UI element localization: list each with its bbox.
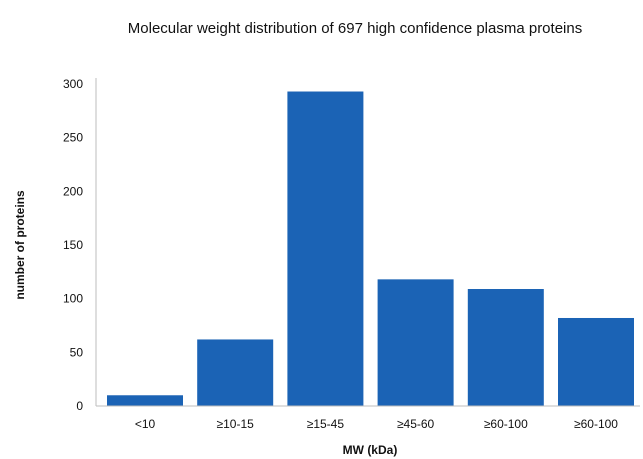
x-tick-label: ≥60-100 bbox=[574, 417, 618, 431]
bar bbox=[287, 91, 364, 406]
bar bbox=[197, 339, 274, 406]
y-tick-label: 0 bbox=[76, 399, 83, 413]
chart-title: Molecular weight distribution of 697 hig… bbox=[128, 20, 582, 37]
y-axis-label: number of proteins bbox=[13, 190, 27, 300]
bar bbox=[377, 279, 454, 406]
x-tick-label: ≥15-45 bbox=[307, 417, 345, 431]
y-tick-label: 50 bbox=[70, 345, 84, 359]
x-axis-label: MW (kDa) bbox=[343, 443, 398, 457]
x-tick-label: ≥60-100 bbox=[484, 417, 528, 431]
y-tick-label: 200 bbox=[63, 184, 83, 198]
y-tick-label: 250 bbox=[63, 131, 83, 145]
bar bbox=[107, 395, 183, 406]
x-tick-label: ≥10-15 bbox=[217, 417, 255, 431]
y-tick-label: 100 bbox=[63, 292, 83, 306]
x-tick-label: ≥45-60 bbox=[397, 417, 435, 431]
y-axis-ticks: 0 50 100 150 200 250 300 bbox=[63, 77, 83, 413]
y-tick-label: 300 bbox=[63, 77, 83, 91]
bars bbox=[107, 91, 634, 406]
bar bbox=[558, 317, 634, 406]
bar bbox=[467, 289, 544, 406]
y-tick-label: 150 bbox=[63, 238, 83, 252]
x-tick-label: <10 bbox=[135, 417, 156, 431]
x-axis-ticks: <10 ≥10-15 ≥15-45 ≥45-60 ≥60-100 ≥60-100 bbox=[135, 417, 618, 431]
